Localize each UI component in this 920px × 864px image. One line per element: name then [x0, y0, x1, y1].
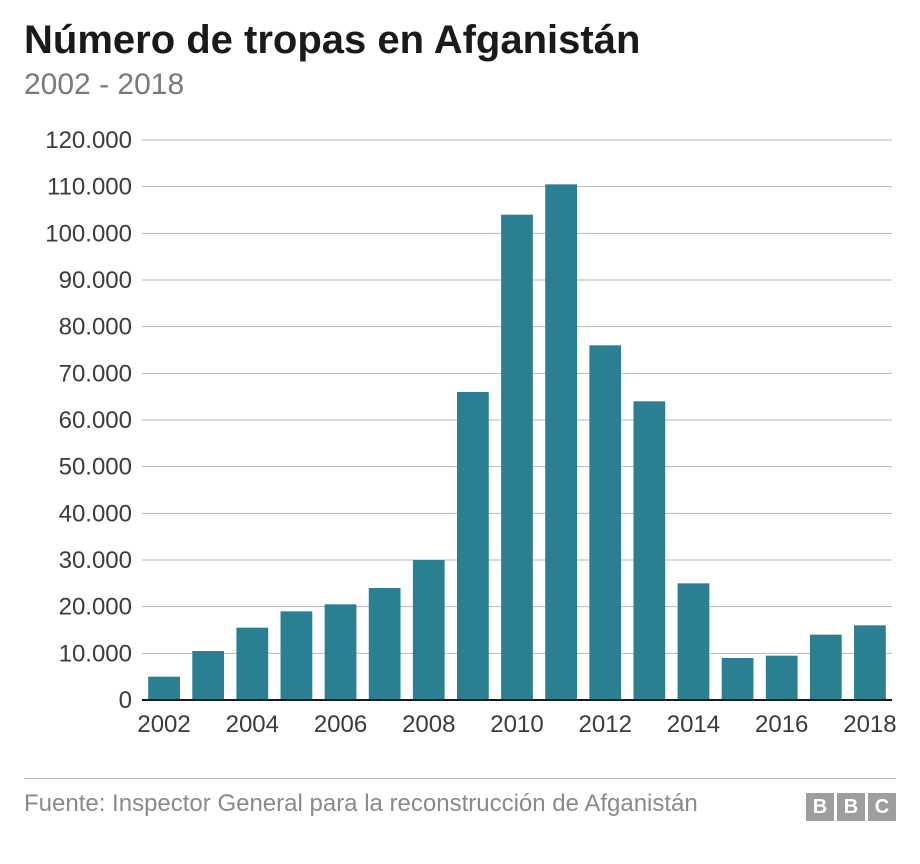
- bar: [545, 184, 577, 700]
- bbc-logo-letter: B: [806, 793, 834, 821]
- chart-svg: 0 10.000 20.000 30.000 40.000 50.000 60.000 70.…: [24, 130, 896, 750]
- y-tick-label: 100.000: [45, 220, 132, 247]
- bar: [589, 345, 621, 700]
- bar: [192, 651, 224, 700]
- y-tick-label: 10.000: [59, 640, 132, 667]
- y-tick-label: 80.000: [59, 314, 132, 341]
- bar: [501, 215, 533, 700]
- chart-footer: Fuente: Inspector General para la recons…: [24, 789, 896, 821]
- chart-subtitle: 2002 - 2018: [24, 68, 896, 102]
- y-tick-label: 90.000: [59, 267, 132, 294]
- footer-separator: [24, 778, 896, 779]
- bar: [678, 583, 710, 700]
- bbc-logo-letter: B: [837, 793, 865, 821]
- bar: [766, 656, 798, 700]
- x-tick-label: 2004: [226, 711, 279, 738]
- bar: [325, 604, 357, 700]
- source-text: Fuente: Inspector General para la recons…: [24, 789, 698, 819]
- bar-chart: 0 10.000 20.000 30.000 40.000 50.000 60.000 70.…: [24, 130, 896, 770]
- bbc-logo-letter: C: [868, 793, 896, 821]
- bar: [281, 611, 313, 700]
- y-tick-label: 70.000: [59, 360, 132, 387]
- bar: [236, 628, 268, 700]
- x-tick-label: 2008: [402, 711, 455, 738]
- y-tick-label: 120.000: [45, 130, 132, 154]
- y-tick-label: 110.000: [47, 174, 132, 201]
- y-tick-label: 20.000: [59, 594, 132, 621]
- x-tick-label: 2016: [755, 711, 808, 738]
- chart-title: Número de tropas en Afganistán: [24, 18, 896, 62]
- bar: [854, 625, 886, 700]
- bar: [457, 392, 489, 700]
- y-tick-label: 40.000: [59, 500, 132, 527]
- bar: [722, 658, 754, 700]
- y-tick-label: 50.000: [59, 454, 132, 481]
- y-tick-label: 30.000: [59, 547, 132, 574]
- x-tick-label: 2006: [314, 711, 367, 738]
- x-tick-label: 2018: [843, 711, 896, 738]
- bar: [369, 588, 401, 700]
- bar: [633, 401, 665, 700]
- x-tick-label: 2010: [490, 711, 543, 738]
- x-tick-label: 2012: [579, 711, 632, 738]
- y-tick-label: 60.000: [59, 407, 132, 434]
- x-tick-label: 2014: [667, 711, 720, 738]
- y-tick-label: 0: [119, 687, 132, 714]
- bar: [413, 560, 445, 700]
- bar: [148, 677, 180, 700]
- x-tick-label: 2002: [137, 711, 190, 738]
- bar: [810, 635, 842, 700]
- bbc-logo: B B C: [806, 793, 896, 821]
